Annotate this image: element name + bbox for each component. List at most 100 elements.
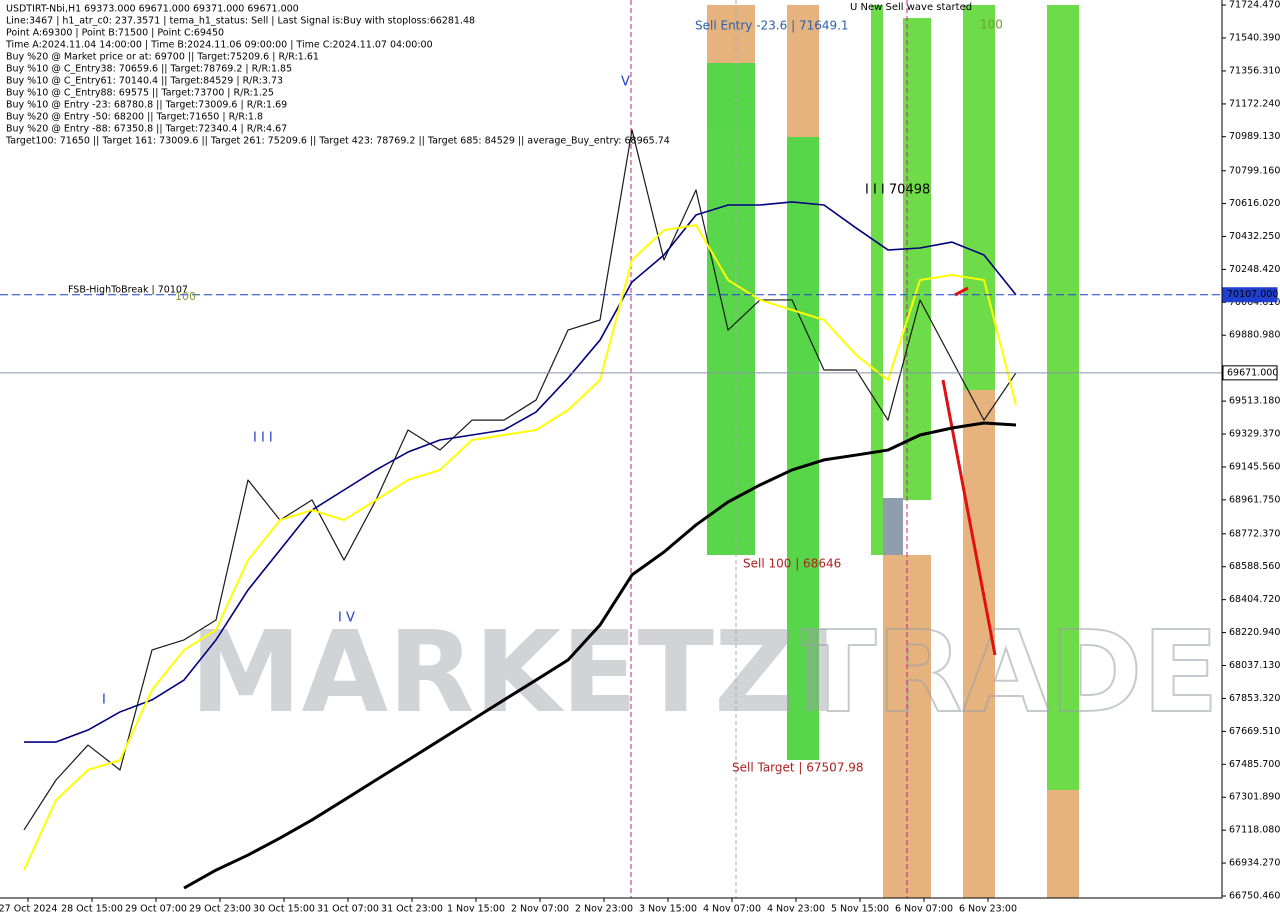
y-tick-label: 67118.080 [1229,825,1280,836]
zone [1047,790,1079,898]
y-tick-label: 67669.510 [1229,726,1280,737]
zone [1047,5,1079,790]
x-tick-label: 2 Nov 23:00 [575,904,633,915]
y-tick-label: 69513.180 [1229,396,1280,407]
y-tick-label: 68220.940 [1229,627,1280,638]
y-tick-label: 70064.610 [1229,297,1280,308]
annotation: V [621,75,630,90]
zone [707,63,755,555]
x-tick-label: 4 Nov 07:00 [703,904,761,915]
header-line: Buy %10 @ C_Entry88: 69575 || Target:737… [6,88,274,99]
time-axis-panel [0,898,1222,920]
y-tick-label: 70989.130 [1229,131,1280,142]
annotation: Sell Entry -23.6 | 71649.1 [695,19,849,33]
header-line: Point A:69300 | Point B:71500 | Point C:… [6,28,224,39]
watermark-text: MARKETZI [190,608,837,738]
y-tick-label: 70432.250 [1229,231,1280,242]
annotation: I [102,693,106,708]
x-tick-label: 31 Oct 23:00 [381,904,443,915]
watermark: MARKETZI TRADE [190,607,1220,739]
y-tick-label: 70248.420 [1229,264,1280,275]
header-line: USDTIRT-Nbi,H1 69373.000 69671.000 69371… [6,4,299,15]
header-line: Buy %20 @ Market price or at: 69700 || T… [6,52,319,63]
wave-line [941,379,997,656]
y-tick-label: 68772.370 [1229,528,1280,539]
x-tick-label: 27 Oct 2024 [0,904,57,915]
header-line: Buy %20 @ Entry -50: 68200 || Target:716… [6,112,263,123]
y-tick-label: 67301.890 [1229,792,1280,803]
y-tick-label: 69329.370 [1229,429,1280,440]
zone [787,5,819,137]
y-tick-label: 71724.470 [1229,0,1280,11]
y-tick-label: 71540.390 [1229,32,1280,43]
y-tick-label: 66934.270 [1229,858,1280,869]
zone [871,5,883,555]
price-axis-panel [1222,0,1280,920]
y-tick-label: 67485.700 [1229,759,1280,770]
header-line: Target100: 71650 || Target 161: 73009.6 … [5,136,670,147]
y-tick-label: 68588.560 [1229,561,1280,572]
zone [883,498,903,555]
series-line [23,129,1017,831]
annotation: I V [338,611,355,626]
annotation: I I I [253,431,273,446]
x-tick-label: 31 Oct 07:00 [317,904,379,915]
y-tick-label: 68961.750 [1229,494,1280,505]
header-line: Buy %10 @ Entry -23: 68780.8 || Target:7… [6,100,287,111]
header-line: Time A:2024.11.04 14:00:00 | Time B:2024… [5,40,433,51]
header-line: Buy %20 @ Entry -88: 67350.8 || Target:7… [6,124,287,135]
x-tick-label: 1 Nov 15:00 [447,904,505,915]
price-tag-label: 70107.000 [1227,289,1278,300]
x-tick-label: 5 Nov 15:00 [831,904,889,915]
series-line [23,224,1017,871]
annotation: Sell 100 | 68646 [743,557,841,571]
x-tick-label: 3 Nov 15:00 [639,904,697,915]
annotations: Sell Entry -23.6 | 71649.1 U New Sell wa… [68,2,1003,775]
annotation: 100 [980,18,1003,32]
price-tag-label: 69671.000 [1227,367,1278,378]
header: USDTIRT-Nbi,H1 69373.000 69671.000 69371… [5,4,670,147]
y-tick-label: 67853.320 [1229,693,1280,704]
annotation: Sell Target | 67507.98 [732,761,864,775]
zone [787,137,819,760]
x-tick-label: 2 Nov 07:00 [511,904,569,915]
wave-line [954,286,969,297]
watermark-text: TRADE [800,608,1219,738]
zone [707,5,755,63]
x-tick-label: 6 Nov 07:00 [895,904,953,915]
annotation: FSB-HighToBreak | 70107 [68,285,188,296]
y-tick-label: 70616.020 [1229,198,1280,209]
zone [903,18,931,500]
y-tick-label: 70799.160 [1229,165,1280,176]
zone [963,5,995,390]
annotation: U New Sell wave started [850,2,972,13]
x-tick-label: 4 Nov 23:00 [767,904,825,915]
zones [707,5,1079,898]
header-line: Buy %10 @ C_Entry61: 70140.4 || Target:8… [6,76,283,87]
x-tick-label: 30 Oct 15:00 [253,904,315,915]
annotation: I I I 70498 [865,183,930,198]
x-tick-label: 29 Oct 23:00 [189,904,251,915]
x-tick-label: 29 Oct 07:00 [125,904,187,915]
x-tick-label: 28 Oct 15:00 [61,904,123,915]
plot [0,129,1222,890]
y-tick-label: 68037.130 [1229,660,1280,671]
y-tick-label: 68404.720 [1229,594,1280,605]
header-line: Line:3467 | h1_atr_c0: 237.3571 | tema_h… [6,16,475,27]
y-tick-label: 71172.240 [1229,98,1280,109]
y-tick-label: 69880.980 [1229,330,1280,341]
zone [963,390,995,898]
series-line [183,421,1017,890]
series-line [24,201,1017,743]
price-tag [1222,287,1278,303]
header-line: Buy %10 @ C_Entry38: 70659.6 || Target:7… [6,64,292,75]
x-tick-label: 6 Nov 23:00 [959,904,1017,915]
y-tick-label: 69145.560 [1229,461,1280,472]
price-tag [1222,365,1278,381]
y-tick-label: 66750.460 [1229,891,1280,902]
y-tick-label: 71356.310 [1229,65,1280,76]
annotation: 100 [175,290,196,303]
